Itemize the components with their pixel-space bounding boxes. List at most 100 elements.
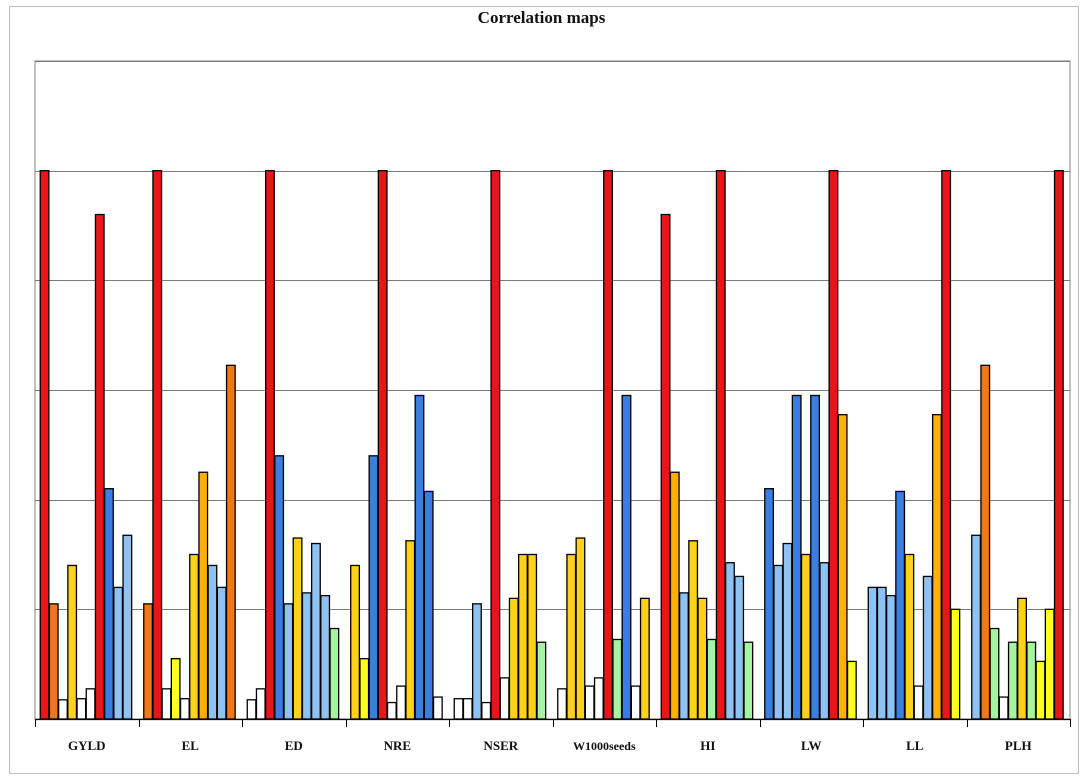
bar — [536, 641, 547, 720]
bar — [593, 677, 604, 720]
bar — [396, 685, 407, 720]
bar — [998, 696, 1009, 720]
bar — [697, 597, 708, 720]
bar — [76, 698, 87, 720]
bar — [1044, 608, 1055, 720]
bar — [471, 603, 482, 720]
bar — [198, 471, 209, 720]
category-label: LW — [801, 738, 821, 753]
bar — [639, 597, 650, 720]
bar — [743, 641, 754, 720]
category-label: NSER — [483, 738, 518, 753]
bar — [1053, 170, 1064, 720]
bar — [310, 542, 321, 720]
bar — [301, 592, 312, 720]
category-label: GYLD — [68, 738, 106, 753]
category-label: ED — [285, 738, 303, 753]
bar — [490, 170, 501, 720]
bar — [1007, 641, 1018, 720]
bar — [575, 537, 586, 720]
bar — [660, 213, 671, 720]
bar — [48, 603, 59, 720]
bar — [368, 455, 379, 720]
bar — [922, 575, 933, 720]
bar — [462, 698, 473, 720]
bar — [113, 586, 124, 720]
bar — [734, 575, 745, 720]
bar — [58, 699, 68, 720]
bar — [283, 603, 294, 720]
bar — [941, 170, 952, 720]
bar — [350, 564, 361, 720]
bar — [557, 688, 568, 720]
bar — [764, 488, 775, 720]
category-labels: GYLD EL ED NRE NSER W1000seeds HI LW LL PLH — [68, 738, 1032, 753]
bar — [432, 696, 443, 720]
bar — [782, 542, 793, 720]
bar — [810, 394, 821, 720]
bar — [246, 699, 257, 720]
bar — [122, 534, 133, 720]
bar — [913, 685, 924, 720]
category-label: NRE — [384, 738, 411, 753]
bar — [706, 638, 717, 720]
bar — [527, 553, 538, 720]
bar — [453, 698, 464, 720]
bar — [989, 627, 1000, 720]
bar — [67, 564, 78, 720]
bar — [1026, 641, 1037, 720]
bar — [255, 688, 266, 720]
bar — [377, 170, 388, 720]
bar — [386, 701, 397, 720]
bar — [612, 638, 623, 720]
bar — [980, 364, 991, 720]
bar — [688, 540, 699, 720]
bar — [895, 490, 906, 720]
bar — [904, 553, 915, 720]
bar — [950, 608, 961, 720]
bar — [791, 394, 802, 720]
bar — [584, 685, 595, 720]
bar — [264, 170, 275, 720]
bar — [566, 553, 577, 720]
bar — [94, 213, 105, 720]
bar — [292, 537, 303, 720]
category-label: PLH — [1005, 738, 1032, 753]
category-label: EL — [182, 738, 200, 753]
chart-title: Correlation maps — [477, 8, 606, 27]
bar — [508, 597, 519, 720]
category-label: W1000seeds — [573, 739, 636, 753]
bar — [800, 553, 811, 720]
bar — [837, 414, 848, 720]
bar — [170, 658, 181, 720]
category-label: LL — [906, 738, 924, 753]
bar — [359, 658, 370, 720]
bar — [39, 170, 50, 720]
category-label: HI — [700, 738, 715, 753]
bar — [329, 627, 340, 720]
bar — [85, 688, 96, 720]
bar — [152, 170, 163, 720]
bar — [1035, 660, 1046, 720]
bar — [819, 562, 830, 720]
bar — [867, 586, 878, 720]
bar — [715, 170, 726, 720]
bar — [104, 488, 114, 720]
bar — [481, 701, 492, 720]
bar — [630, 685, 641, 720]
bar — [1017, 597, 1028, 720]
bar — [773, 564, 784, 720]
bar — [725, 562, 735, 720]
bar — [143, 603, 154, 720]
bar — [846, 660, 857, 720]
bar — [499, 677, 510, 720]
bar — [621, 394, 632, 720]
bar — [603, 170, 614, 720]
bar — [161, 688, 172, 720]
bar — [669, 471, 680, 720]
bar — [971, 534, 982, 720]
bar — [828, 170, 839, 720]
bar — [225, 364, 236, 720]
bar — [189, 553, 200, 720]
